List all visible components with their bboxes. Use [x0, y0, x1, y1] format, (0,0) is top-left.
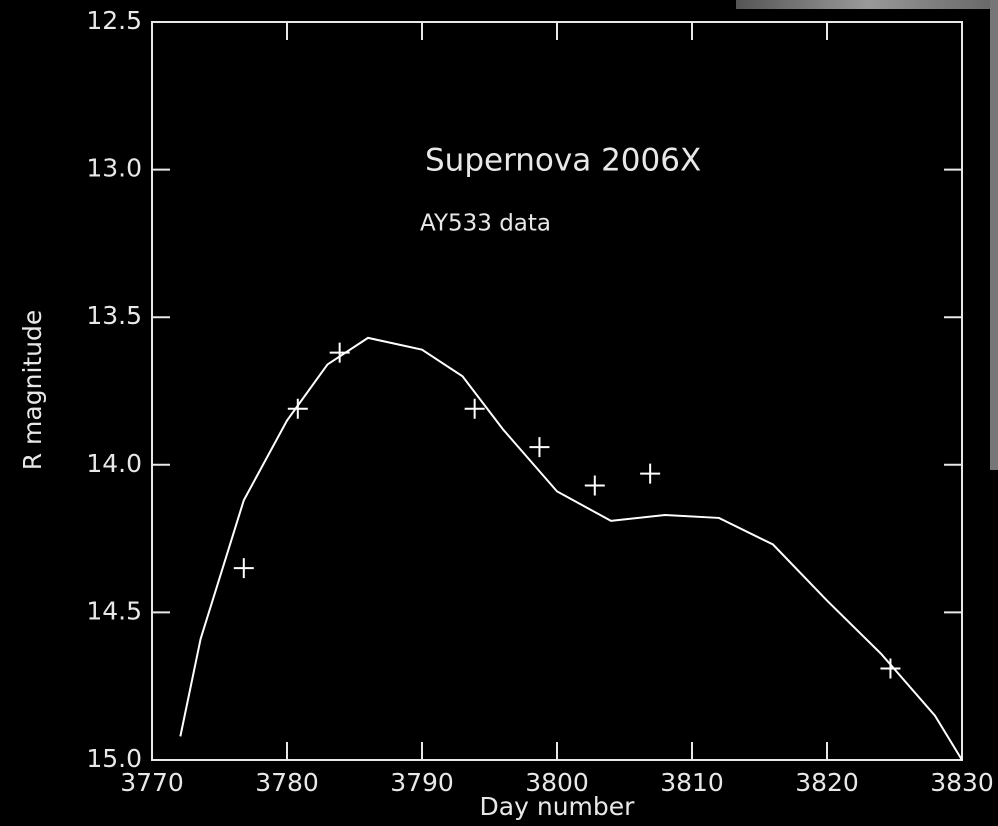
- data-point: [640, 463, 661, 484]
- data-point: [464, 398, 485, 419]
- fit-line: [179, 336, 963, 761]
- x-tick-label: 3800: [525, 768, 589, 797]
- x-tick-label: 3830: [930, 768, 994, 797]
- y-tick-label: 12.5: [86, 6, 142, 35]
- x-tick-label: 3790: [390, 768, 454, 797]
- x-tick-label: 3810: [660, 768, 724, 797]
- y-tick-label: 14.0: [86, 449, 142, 478]
- data-point: [584, 475, 605, 496]
- x-tick-label: 3770: [120, 768, 184, 797]
- data-point: [880, 658, 901, 679]
- y-tick-label: 15.0: [86, 744, 142, 773]
- photo-edge: [736, 0, 998, 9]
- data-point: [287, 398, 308, 419]
- chart-title: Supernova 2006X: [425, 143, 701, 179]
- chart-subtitle: AY533 data: [420, 211, 551, 237]
- y-tick-label: 13.5: [86, 301, 142, 330]
- data-point: [233, 558, 254, 579]
- x-tick-label: 3780: [255, 768, 319, 797]
- photo-edge: [990, 0, 998, 470]
- data-point: [529, 437, 550, 458]
- data-point: [329, 342, 350, 363]
- x-axis-label: Day number: [480, 792, 636, 821]
- y-axis-label: R magnitude: [18, 310, 47, 471]
- y-tick-label: 13.0: [86, 154, 142, 183]
- y-tick-label: 14.5: [86, 596, 142, 625]
- x-tick-label: 3820: [795, 768, 859, 797]
